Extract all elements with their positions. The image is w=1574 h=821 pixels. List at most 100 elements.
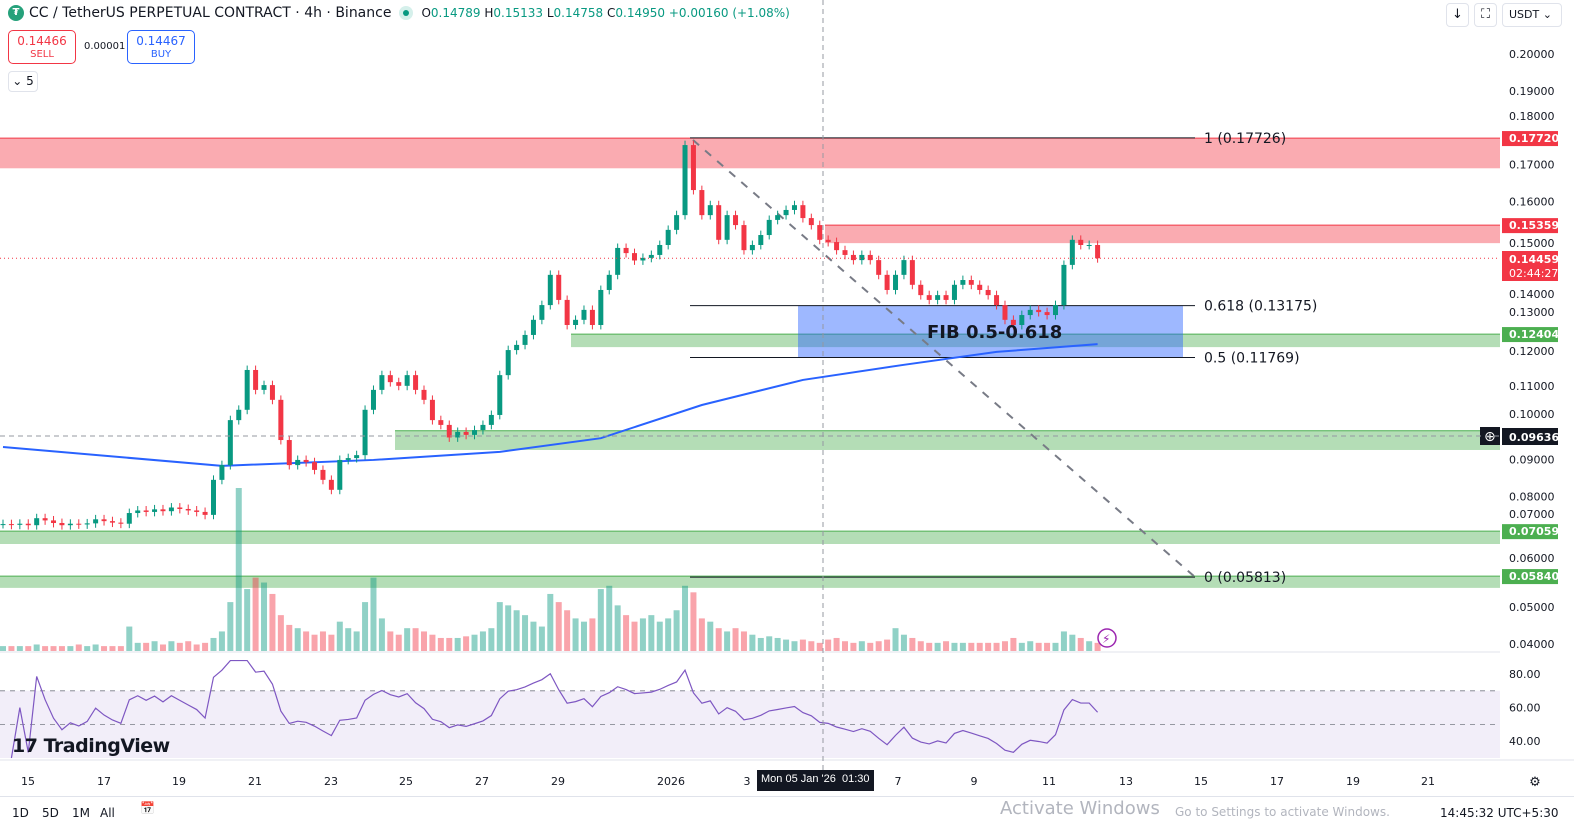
candle [211,475,216,520]
volume-bar [791,641,798,651]
candle [556,270,562,305]
candle [497,370,503,420]
volume-bar [959,642,966,651]
buy-button[interactable]: 0.14467 BUY [127,30,195,64]
candle [716,200,722,245]
market-status-icon [399,6,414,20]
candle [472,425,478,440]
tradingview-logo[interactable]: 𝟭𝟳 TradingView [12,735,170,757]
candle-body [8,524,14,526]
time-tick: 15 [1194,775,1208,788]
candle [328,475,334,495]
price-badge [1502,569,1558,585]
candle-body [185,508,191,511]
rsi-tick: 80.00 [1509,668,1541,681]
candle-body [211,479,216,515]
candle [581,305,587,325]
candle [194,506,200,517]
fullscreen-icon[interactable]: ⛶ [1474,3,1497,27]
candle [1095,240,1101,263]
candle [1069,235,1075,270]
candle-body [707,205,713,216]
candle [817,220,823,245]
volume-bar [749,634,756,651]
candle-body [834,242,840,251]
currency-select[interactable]: USDT ⌄ [1502,3,1562,27]
candle [539,300,545,325]
support-zone [571,334,1500,348]
candle-body [76,523,82,525]
candle-body [556,274,562,300]
candle-body [488,414,494,425]
volume-bar [842,641,848,651]
candle-body [354,455,360,459]
candle [34,513,40,530]
candle [429,395,435,425]
candle [758,230,764,250]
indicators-collapse-button[interactable]: ⌄ 5 [8,71,38,92]
volume-bar [732,628,739,651]
chart-canvas[interactable]: 1 (0.17726) 0.618 (0.13175) 0.5 (0.11769) 0… [0,0,1574,796]
range-5d[interactable]: 5D [42,806,59,820]
candle [876,255,882,280]
price-tick: 0.20000 [1509,48,1555,61]
candle-body [261,385,267,390]
volume-bar [328,634,335,651]
candle-body [640,257,646,261]
calendar-icon[interactable]: 📅 [140,801,155,815]
candle [93,514,99,528]
candle [1002,300,1008,325]
symbol-header[interactable]: ₮ CC / TetherUS PERPETUAL CONTRACT · 4h … [8,5,790,21]
candle-body [387,375,393,383]
volume-bar [572,618,579,651]
candle [185,504,191,515]
clock[interactable]: 14:45:32 UTC+5:30 [1440,806,1559,820]
price-tick: 0.16000 [1509,195,1555,208]
volume-bar [454,637,461,651]
volume-bar [421,631,427,651]
candle [67,519,73,530]
candle [640,253,646,265]
volume-bar [724,631,731,651]
volume-bar [1052,642,1059,651]
price-tick: 0.05000 [1509,601,1555,614]
volume-bar [446,637,453,651]
price-tick: 0.13000 [1509,306,1555,319]
candle [76,519,82,529]
range-1d[interactable]: 1D [12,806,29,820]
candle-body [842,250,848,255]
candle-body [480,424,486,431]
candle [598,285,604,330]
volume-bar [690,592,697,651]
candle-body [876,260,882,275]
candle-body [269,385,275,400]
volume-bar [202,642,209,651]
candle [109,516,115,528]
volume-bar [976,642,983,651]
symbol-title[interactable]: CC / TetherUS PERPETUAL CONTRACT · 4h · … [29,5,392,21]
candle-body [328,479,334,490]
volume-bar [218,631,225,651]
candle [345,453,351,465]
candle-body [421,389,427,400]
volume-bar [319,631,326,651]
candle-body [690,145,696,191]
volume-bar [589,618,596,651]
volume-bar [547,593,554,651]
candle [463,427,469,440]
candle-body [589,309,595,325]
candle [648,250,654,263]
rsi-line [10,659,1099,759]
price-badge-label: 0.05840 [1509,570,1559,583]
volume-bar [277,615,284,651]
candle-body [446,424,452,438]
time-tick: 27 [475,775,489,788]
volume-bar [101,646,108,651]
range-1m[interactable]: 1M [72,806,90,820]
crosshair-time-label: Mon 05 Jan '26 01:30 [757,770,874,791]
candle-body [345,458,351,460]
time-tick: 19 [1346,775,1360,788]
range-all[interactable]: All [100,806,115,820]
arrow-down-icon[interactable]: ↓ [1446,3,1469,27]
sell-button[interactable]: 0.14466 SELL [8,30,76,64]
